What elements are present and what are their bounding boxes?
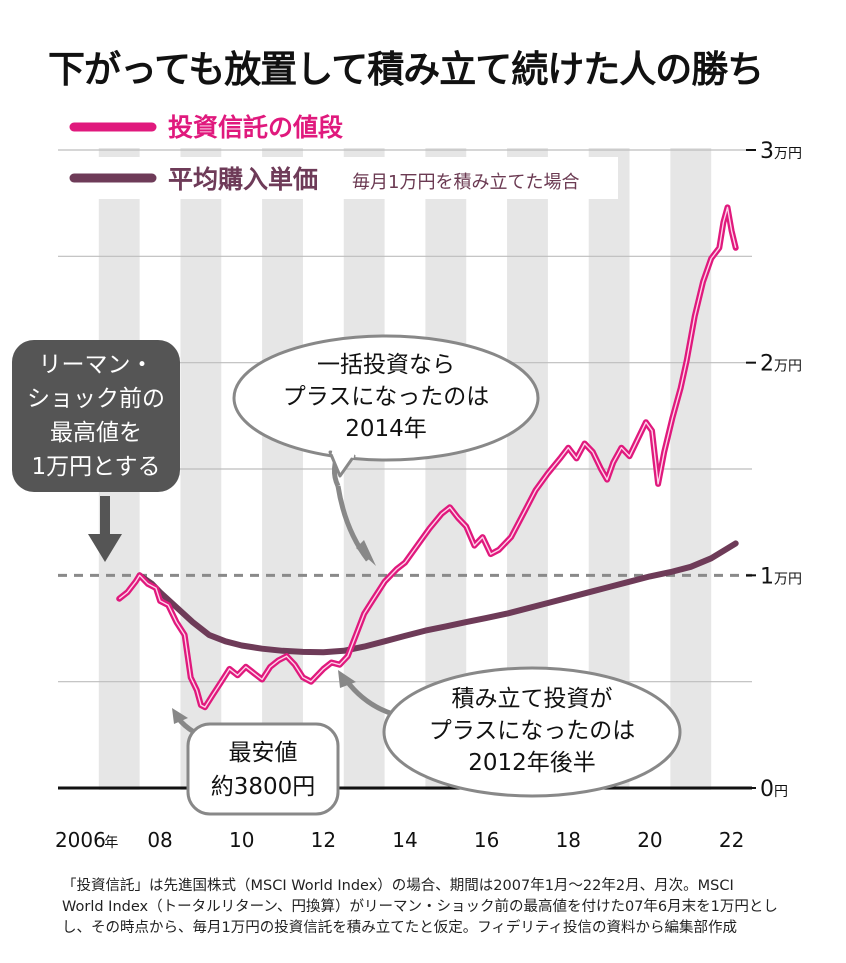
footnote-line-3: し、その時点から、毎月1万円の投資信託を積み立てたと仮定。フィデリティ投信の資料… [62, 920, 738, 936]
footnote-line-2: World Index（トータルリターン、円換算）がリーマン・ショック前の最高値… [62, 899, 778, 915]
lehman-bubble [12, 340, 180, 492]
lump-line-1: 一括投資なら [317, 352, 455, 378]
x-tick-label: 2006 [55, 828, 106, 852]
y-tick-unit: 万円 [774, 571, 802, 587]
y-tick-unit: 万円 [774, 359, 802, 375]
dca-line-1: 積み立て投資が [452, 686, 613, 712]
legend: 投資信託の値段 平均購入単価 毎月1万円を積み立てた場合 [58, 105, 618, 199]
lehman-line-2: ショック前の [27, 386, 165, 412]
x-tick-label: 14 [392, 828, 417, 852]
series-avg [136, 540, 739, 656]
y-tick-unit: 円 [774, 784, 788, 800]
lehman-arrow-shaft [100, 496, 110, 536]
series-layer [116, 204, 739, 711]
low-arrow-head [172, 708, 188, 724]
x-tick-label: 12 [311, 828, 336, 852]
low-line-1: 最安値 [229, 740, 298, 766]
x-tick-label: 20 [637, 828, 662, 852]
y-tick-label: 3 [760, 139, 774, 164]
legend-avg-note: 毎月1万円を積み立てた場合 [352, 172, 579, 193]
dca-line-3: 2012年後半 [468, 750, 596, 776]
x-tick-unit: 年 [104, 835, 118, 851]
lump-sum-bubble [232, 334, 540, 462]
series-price [116, 204, 739, 711]
legend-price-label: 投資信託の値段 [168, 113, 343, 142]
y-tick-label: 0 [760, 777, 774, 802]
lehman-line-4: 1万円とする [32, 454, 161, 480]
footnote-line-1: 「投資信託」は先進国株式（MSCI World Index）の場合、期間は200… [62, 878, 734, 894]
chart-title: 下がっても放置して積み立て続けた人の勝ち [48, 48, 763, 91]
lump-arrow-head [356, 540, 376, 566]
dca-bubble [382, 666, 682, 798]
lump-line-3: 2014年 [345, 416, 427, 442]
x-tick-label: 22 [719, 828, 744, 852]
y-tick-unit: 万円 [774, 146, 802, 162]
lehman-line-1: リーマン・ [39, 352, 154, 378]
x-tick-label: 16 [474, 828, 499, 852]
y-tick-label: 2 [760, 352, 774, 377]
lump-line-2: プラスになったのは [283, 384, 490, 410]
x-tick-label: 10 [229, 828, 254, 852]
x-tick-label: 08 [147, 828, 172, 852]
price-line-highlight [118, 206, 737, 708]
avg-line [136, 540, 739, 656]
y-axis-ticks: 0 円1 万円2 万円3 万円 [746, 139, 802, 802]
lehman-line-3: 最高値を [50, 420, 142, 446]
dca-line-2: プラスになったのは [429, 718, 636, 744]
y-tick-label: 1 [760, 564, 774, 589]
low-line-2: 約3800円 [211, 774, 316, 800]
x-tick-label: 18 [556, 828, 581, 852]
legend-avg-label: 平均購入単価 [168, 165, 318, 194]
footnote: 「投資信託」は先進国株式（MSCI World Index）の場合、期間は200… [62, 876, 822, 939]
annotations: リーマン・ ショック前の 最高値を 1万円とする 一括投資なら プラスになったの… [12, 334, 682, 816]
dca-arrow-head [338, 670, 356, 688]
lehman-arrow-head [88, 534, 122, 562]
low-bubble [186, 722, 340, 816]
